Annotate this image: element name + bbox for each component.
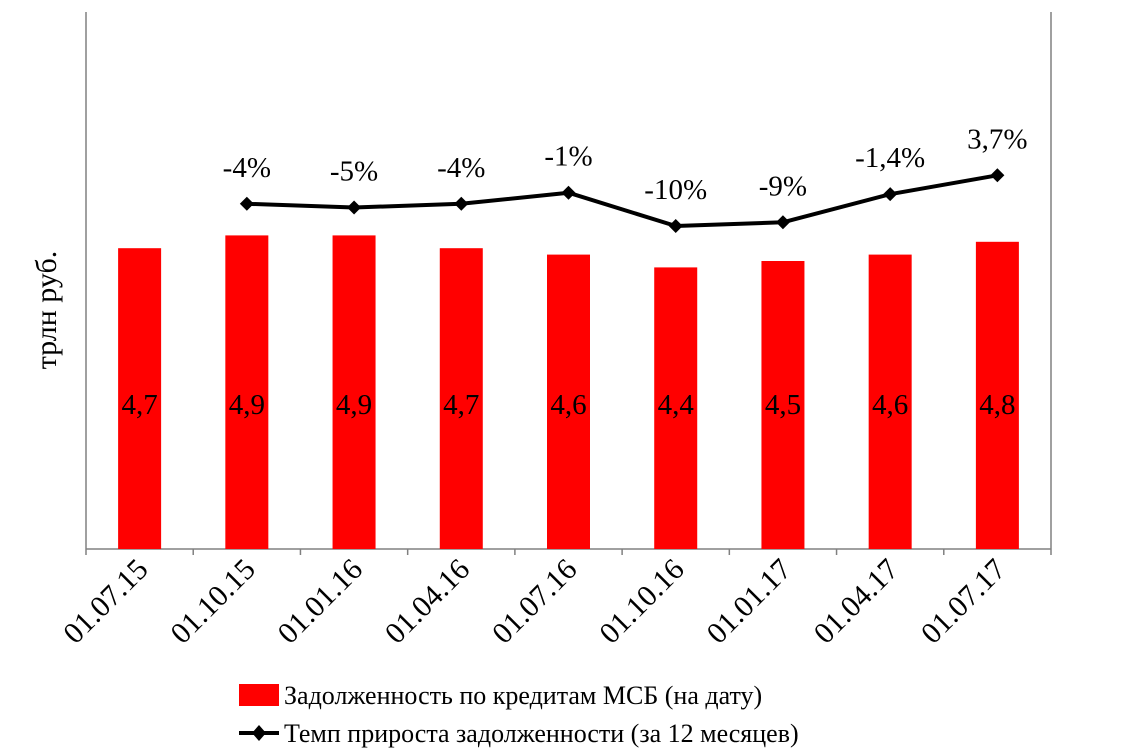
rate-value-label: -1,4% [855, 142, 925, 174]
x-axis-ticks [85, 549, 1052, 555]
bar [975, 241, 1019, 550]
bar-value-label: 4,7 [443, 389, 479, 421]
x-tick-label: 01.04.17 [808, 553, 906, 651]
legend: Задолженность по кредитам МСБ (на дату) … [239, 681, 799, 748]
bar [547, 254, 590, 549]
legend-label-line: Темп прироста задолженности (за 12 месяц… [284, 719, 799, 748]
rate-marker [347, 200, 362, 215]
bar [761, 261, 805, 549]
rate-value-label: -4% [437, 152, 485, 184]
rate-value-label: -4% [223, 152, 271, 184]
rate-data-labels: -4% -5% -4% -1% -10% -9% -1,4% 3,7% [223, 123, 1028, 206]
bar [332, 235, 376, 549]
rate-series: -4% -5% -4% -1% -10% -9% -1,4% 3,7% [223, 123, 1028, 233]
rate-marker [561, 185, 576, 200]
bar-value-label: 4,9 [229, 389, 265, 421]
x-tick-label: 01.07.16 [486, 553, 584, 651]
rate-value-label: -1% [544, 141, 592, 173]
bar-value-label: 4,7 [121, 389, 157, 421]
x-tick-label: 01.01.16 [271, 553, 369, 651]
rate-markers [239, 168, 1005, 233]
x-tick-label: 01.01.17 [700, 553, 798, 651]
bar [118, 248, 162, 549]
rate-marker [990, 168, 1005, 183]
bar-value-label: 4,6 [872, 389, 908, 421]
bar-series [118, 235, 1019, 550]
bar-value-label: 4,6 [550, 389, 586, 421]
rate-marker [668, 219, 683, 233]
rate-value-label: -9% [759, 170, 807, 202]
rate-marker [239, 196, 254, 211]
rate-line [246, 173, 998, 228]
x-tick-label: 01.10.15 [164, 553, 262, 651]
x-tick-labels: 01.07.15 01.10.15 01.01.16 01.04.16 01.07.16… [57, 553, 1012, 651]
rate-value-label: -5% [330, 156, 378, 188]
legend-label-bars: Задолженность по кредитам МСБ (на дату) [284, 681, 762, 710]
bar [439, 248, 483, 549]
rate-marker [775, 215, 790, 230]
legend-marker-diamond [252, 725, 266, 741]
x-tick-label: 01.04.16 [379, 553, 477, 651]
x-tick-label: 01.07.15 [57, 553, 155, 651]
plot-area: 4,7 4,9 4,9 4,7 4,6 4,4 4,5 4,6 4,8 -4% -5% -4% -1%… [57, 12, 1052, 651]
bar-value-label: 4,4 [658, 389, 695, 421]
rate-marker [883, 187, 898, 202]
bar-value-label: 4,9 [336, 389, 372, 421]
bar-value-label: 4,8 [979, 389, 1015, 421]
bar [654, 267, 698, 549]
rate-marker [454, 196, 469, 211]
bar [868, 254, 912, 549]
legend-swatch-bars [239, 684, 279, 706]
y-axis-title: трлн руб. [30, 251, 63, 370]
legend-item-bars: Задолженность по кредитам МСБ (на дату) [239, 681, 762, 710]
legend-item-line: Темп прироста задолженности (за 12 месяц… [239, 719, 799, 748]
x-tick-label: 01.10.16 [593, 553, 691, 651]
x-tick-label: 01.07.17 [915, 553, 1013, 651]
rate-value-label: -10% [644, 174, 707, 206]
bar [225, 235, 269, 549]
bar-value-label: 4,5 [765, 389, 801, 421]
bar-data-labels: 4,7 4,9 4,9 4,7 4,6 4,4 4,5 4,6 4,8 [121, 389, 1015, 421]
rate-value-label: 3,7% [967, 123, 1027, 155]
